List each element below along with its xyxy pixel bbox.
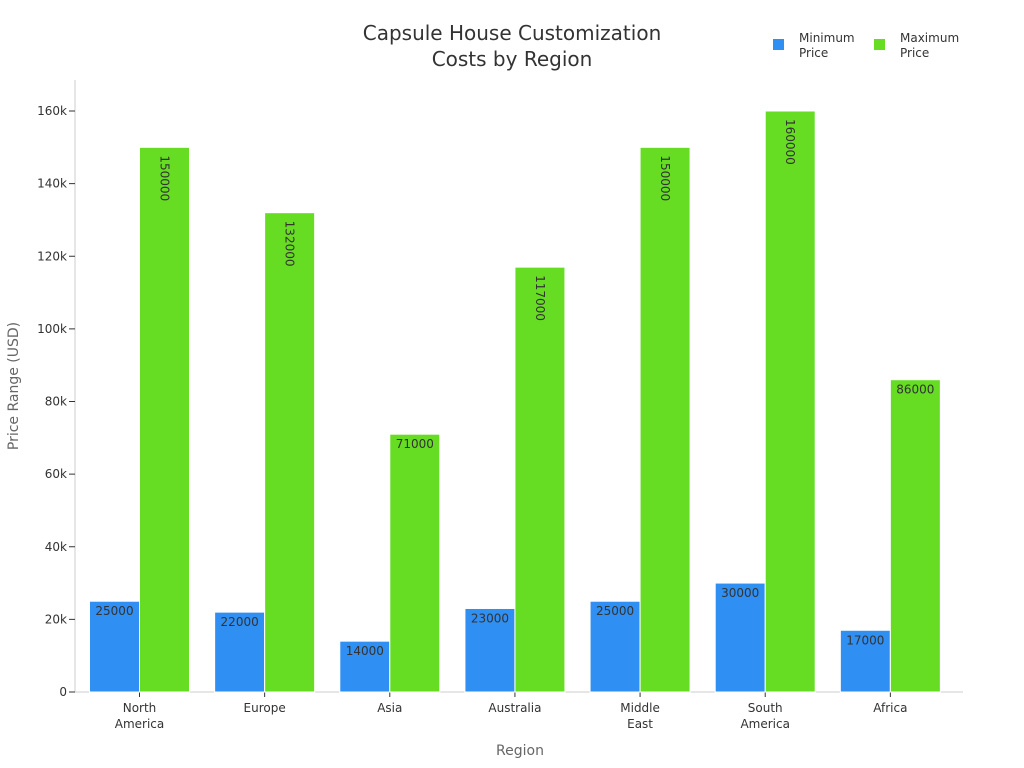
data-label: 71000: [396, 437, 434, 451]
bars: [89, 110, 941, 693]
bar-min: [214, 611, 266, 693]
chart-title-line: Capsule House Customization: [363, 21, 662, 45]
data-label: 14000: [346, 644, 384, 658]
y-tick-label: 0: [59, 685, 67, 699]
x-tick-label: America: [115, 717, 165, 731]
data-label: 150000: [158, 155, 172, 201]
y-tick-label: 60k: [45, 467, 67, 481]
bar-max: [389, 433, 441, 693]
x-tick-label: Europe: [244, 701, 286, 715]
y-axis-title: Price Range (USD): [6, 322, 22, 450]
y-tick-label: 140k: [37, 177, 67, 191]
x-axis: Region North America Europe Asia Australia Mid…: [75, 691, 963, 759]
x-tick-label: North: [123, 701, 157, 715]
x-tick-label: Australia: [488, 701, 541, 715]
chart-title-line: Costs by Region: [432, 47, 593, 71]
data-label: 22000: [221, 615, 259, 629]
data-label: 25000: [596, 604, 634, 618]
legend-swatch: [773, 39, 784, 50]
y-tick-label: 40k: [45, 540, 67, 554]
data-label: 117000: [533, 275, 547, 321]
data-label: 17000: [846, 633, 884, 647]
legend-label: Price: [900, 46, 929, 60]
x-axis-title: Region: [496, 743, 544, 759]
y-tick-label: 120k: [37, 249, 67, 263]
legend-label: Price: [799, 46, 828, 60]
data-label: 23000: [471, 611, 509, 625]
x-tick-label: Middle: [620, 701, 660, 715]
x-tick-label: Africa: [873, 701, 907, 715]
bar-max: [264, 212, 316, 693]
data-labels: 25000 150000 22000 132000 14000 71000 23000 117…: [95, 119, 934, 658]
y-tick-label: 80k: [45, 395, 67, 409]
bar-min: [714, 582, 766, 693]
bar-min: [89, 600, 140, 693]
data-label: 86000: [896, 383, 934, 397]
y-tick-label: 20k: [45, 612, 67, 626]
legend-swatch: [874, 39, 885, 50]
data-label: 132000: [283, 221, 297, 267]
data-label: 160000: [783, 119, 797, 165]
y-axis: 0 20k 40k 60k 80k 100k 120k 140k 160k Price Range…: [6, 80, 76, 699]
x-tick-label: South: [748, 701, 783, 715]
bar-max: [514, 266, 566, 693]
x-tick-label: America: [740, 717, 790, 731]
y-tick-label: 160k: [37, 104, 67, 118]
bar-max: [139, 146, 190, 693]
x-tick-label: East: [627, 717, 653, 731]
bar-min: [464, 607, 516, 693]
bar-max: [764, 110, 816, 693]
legend-label: Minimum: [799, 31, 855, 45]
bar-max: [889, 379, 941, 693]
y-tick-label: 100k: [37, 322, 67, 336]
bar-max: [639, 146, 691, 693]
x-tick-label: Asia: [377, 701, 402, 715]
legend-label: Maximum: [900, 31, 959, 45]
data-label: 25000: [95, 604, 133, 618]
data-label: 150000: [658, 155, 672, 201]
data-label: 30000: [721, 586, 759, 600]
